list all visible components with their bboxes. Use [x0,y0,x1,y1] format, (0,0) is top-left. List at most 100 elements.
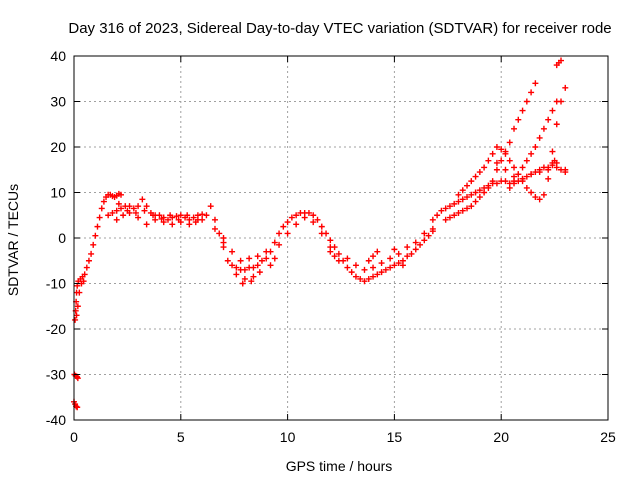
data-point [90,241,97,248]
data-point [263,255,270,262]
data-point [532,194,539,201]
data-point [250,264,257,271]
data-point [256,269,263,276]
data-point [545,175,552,182]
data-point [549,148,556,155]
data-point [442,205,449,212]
data-point [94,223,101,230]
series-group [429,57,569,223]
data-point [553,121,560,128]
x-tick-label: 0 [70,429,78,445]
data-point [327,248,334,255]
data-point [113,216,120,223]
data-point [250,273,257,280]
data-point [211,216,218,223]
data-point [271,239,278,246]
data-point [224,257,231,264]
data-point [481,189,488,196]
x-tick-label: 20 [493,429,509,445]
data-point [73,312,80,319]
data-point [357,275,364,282]
data-point [132,209,139,216]
data-point [109,209,116,216]
data-point [455,209,462,216]
data-point [464,205,471,212]
data-point [493,180,500,187]
x-tick-label: 5 [177,429,185,445]
data-point [502,166,509,173]
data-point [528,189,535,196]
data-point [361,278,368,285]
data-point [85,257,92,264]
data-point [199,211,206,218]
data-point [451,200,458,207]
data-point [164,216,171,223]
data-point [382,266,389,273]
data-point [105,212,112,219]
data-point [472,198,479,205]
data-point [562,166,569,173]
series-group [71,371,81,411]
data-points [71,57,569,411]
y-tick-label: -20 [46,321,66,337]
data-point [506,157,513,164]
data-point [318,230,325,237]
data-point [126,203,133,210]
data-point [158,215,165,222]
y-tick-label: -10 [46,276,66,292]
data-point [387,264,394,271]
data-point [536,134,543,141]
data-point [190,214,197,221]
data-point [511,125,518,132]
data-point [391,262,398,269]
data-point [117,191,124,198]
data-point [472,189,479,196]
data-point [493,166,500,173]
data-point [241,275,248,282]
data-point [233,271,240,278]
data-point [532,80,539,87]
y-axis-label: SDTVAR / TECUs [5,184,21,296]
data-point [549,107,556,114]
data-point [365,275,372,282]
data-point [459,187,466,194]
data-point [553,98,560,105]
data-point [74,303,81,310]
data-point [455,198,462,205]
x-tick-label: 25 [600,429,616,445]
data-point [156,212,163,219]
data-point [96,214,103,221]
data-point [528,150,535,157]
data-point [263,248,270,255]
data-point [493,144,500,150]
series-group [105,196,206,228]
data-point [100,198,107,205]
series-group [203,203,436,287]
data-point [301,214,308,221]
data-point [216,230,223,237]
data-point [229,248,236,255]
data-point [404,244,411,251]
data-point [365,257,372,264]
data-point [446,214,453,221]
data-point [493,159,500,166]
data-point [506,184,513,191]
data-point [135,203,142,210]
data-point [370,253,377,260]
data-point [135,214,142,221]
data-point [434,212,441,219]
data-point [523,157,530,164]
data-point [446,203,453,210]
data-point [175,216,182,223]
y-tick-label: 0 [58,230,66,246]
data-point [229,262,236,269]
data-point [370,264,377,271]
x-axis-ticks: 0 5 10 15 20 25 [70,56,616,445]
data-point [352,273,359,280]
data-point [130,205,137,212]
data-point [399,262,406,269]
data-point [293,221,300,228]
data-point [248,278,255,285]
data-point [391,246,398,253]
data-point [472,173,479,180]
